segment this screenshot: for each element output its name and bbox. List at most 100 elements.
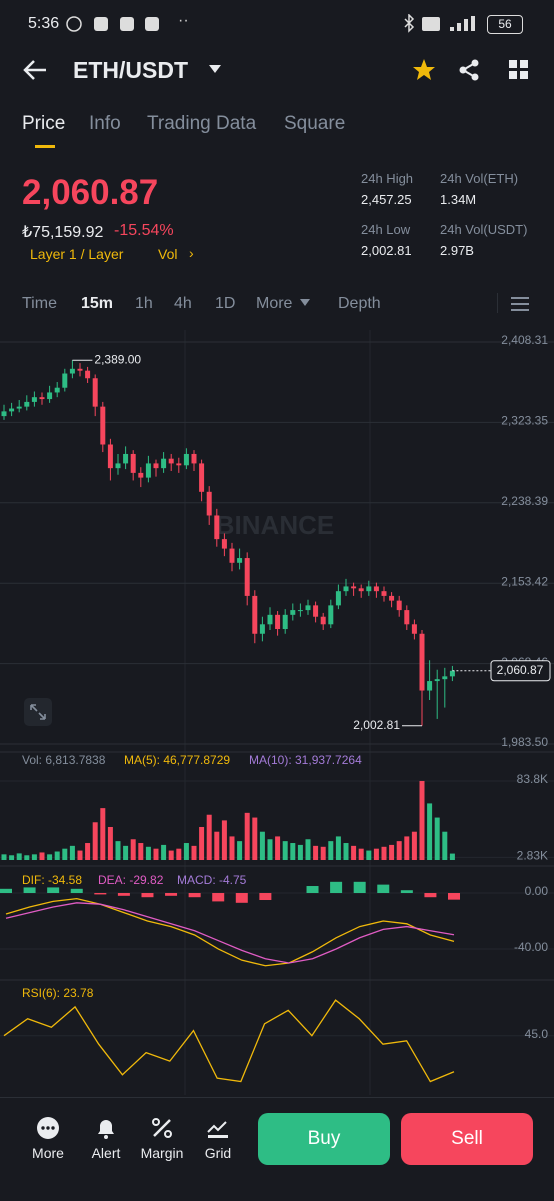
volume-bar: [297, 844, 303, 860]
volume-bar: [62, 848, 68, 860]
volume-bar: [123, 845, 129, 860]
macd-bar: [259, 893, 272, 901]
last-price-box: [490, 660, 551, 682]
candle-body: [366, 586, 372, 592]
candle-body: [24, 401, 30, 407]
candle-body: [305, 605, 311, 611]
candle-body: [1, 411, 7, 417]
volume-bar: [259, 831, 265, 860]
action-label[interactable]: Grid: [204, 1145, 232, 1161]
last-price-label: 2,060.87: [497, 663, 544, 677]
candle-body: [358, 588, 364, 592]
action-label[interactable]: Alert: [91, 1145, 121, 1161]
dif-legend: DIF: -34.58: [22, 873, 83, 887]
interval[interactable]: 4h: [174, 295, 192, 312]
stat-value: 2,457.25: [361, 192, 412, 207]
interval[interactable]: More: [256, 295, 293, 312]
buy-button[interactable]: Buy: [258, 1113, 390, 1165]
candle-body: [449, 670, 455, 677]
volume-bar: [138, 843, 144, 860]
signal-icons: [404, 14, 475, 33]
tab[interactable]: Price: [22, 113, 66, 134]
macd-bar: [165, 893, 178, 896]
volume-bar: [221, 820, 227, 860]
category-tag[interactable]: Layer 1 / Layer: [30, 246, 124, 262]
volume-bar: [77, 850, 83, 860]
candle-body: [92, 378, 98, 407]
interval[interactable]: Time: [22, 295, 57, 312]
candle-body: [214, 515, 220, 540]
macd-bar: [141, 893, 154, 898]
volume-bar: [275, 836, 281, 860]
volume-bar: [145, 846, 151, 860]
volume-bar: [9, 855, 15, 860]
y-tick-label: 83.8K: [517, 772, 548, 786]
status-icons: [66, 16, 159, 32]
interval[interactable]: 15m: [81, 295, 114, 312]
candle-body: [183, 453, 189, 466]
stat-value: 1.34M: [440, 192, 477, 207]
candle-body: [199, 463, 205, 492]
volume-bar: [229, 836, 235, 860]
candle-body: [434, 679, 440, 682]
ma10-legend: MA(10): 31,937.7264: [249, 753, 362, 767]
macd-bar: [94, 893, 107, 895]
candle-body: [9, 408, 15, 412]
action-label[interactable]: Margin: [140, 1145, 184, 1161]
volume-bar: [31, 854, 37, 860]
candle-body: [176, 463, 182, 466]
y-tick-label: 1,983.50: [501, 735, 548, 749]
pair-title[interactable]: ETH/USDT: [73, 57, 188, 83]
volume-bar: [69, 845, 75, 860]
candle-body: [290, 610, 296, 615]
candle-body: [343, 586, 349, 592]
y-tick-label: 2,153.42: [501, 574, 548, 588]
tab[interactable]: Square: [284, 113, 346, 134]
expand-button[interactable]: [24, 698, 52, 726]
sell-button[interactable]: Sell: [401, 1113, 533, 1165]
candle-body: [442, 676, 448, 680]
stat-label: 24h Vol(USDT): [440, 222, 528, 237]
candle-body: [328, 605, 334, 625]
interval[interactable]: 1D: [215, 295, 236, 312]
volume-bar: [381, 846, 387, 860]
candle-body: [100, 406, 106, 445]
grid-icon: [207, 1121, 228, 1138]
indicator-settings[interactable]: [510, 295, 530, 313]
candle-body: [373, 586, 379, 592]
macd-legend: MACD: -4.75: [177, 873, 247, 887]
volume-bar: [206, 814, 212, 860]
tab[interactable]: Info: [89, 113, 121, 134]
candle-body: [54, 387, 60, 393]
action-label[interactable]: More: [32, 1145, 64, 1161]
volume-bar: [343, 843, 349, 860]
volume-bar: [92, 822, 98, 860]
macd-bar: [235, 893, 248, 903]
candle-body: [282, 614, 288, 630]
pair-dropdown[interactable]: [208, 64, 222, 74]
candle-body: [107, 444, 113, 469]
volume-bar: [404, 836, 410, 860]
y-tick-label: 0.00: [525, 884, 549, 898]
volume-bar: [267, 839, 273, 860]
candle-body: [31, 397, 37, 402]
y-tick-label: 2.83K: [517, 849, 548, 863]
vol-link[interactable]: Vol: [158, 246, 178, 262]
share-button[interactable]: [457, 58, 481, 82]
volume-bar: [191, 845, 197, 860]
candle-body: [153, 463, 159, 469]
back-button[interactable]: [22, 58, 48, 82]
alert-icon: [98, 1120, 114, 1139]
layout-button[interactable]: [508, 59, 530, 81]
tab[interactable]: Trading Data: [147, 113, 257, 134]
candle-body: [267, 614, 273, 625]
interval[interactable]: Depth: [338, 295, 381, 312]
candle-body: [404, 610, 410, 625]
favorite-star[interactable]: [412, 58, 436, 82]
interval[interactable]: 1h: [135, 295, 153, 312]
candle-body: [396, 600, 402, 611]
status-time: 5:36: [28, 15, 60, 32]
volume-bar: [1, 854, 7, 860]
